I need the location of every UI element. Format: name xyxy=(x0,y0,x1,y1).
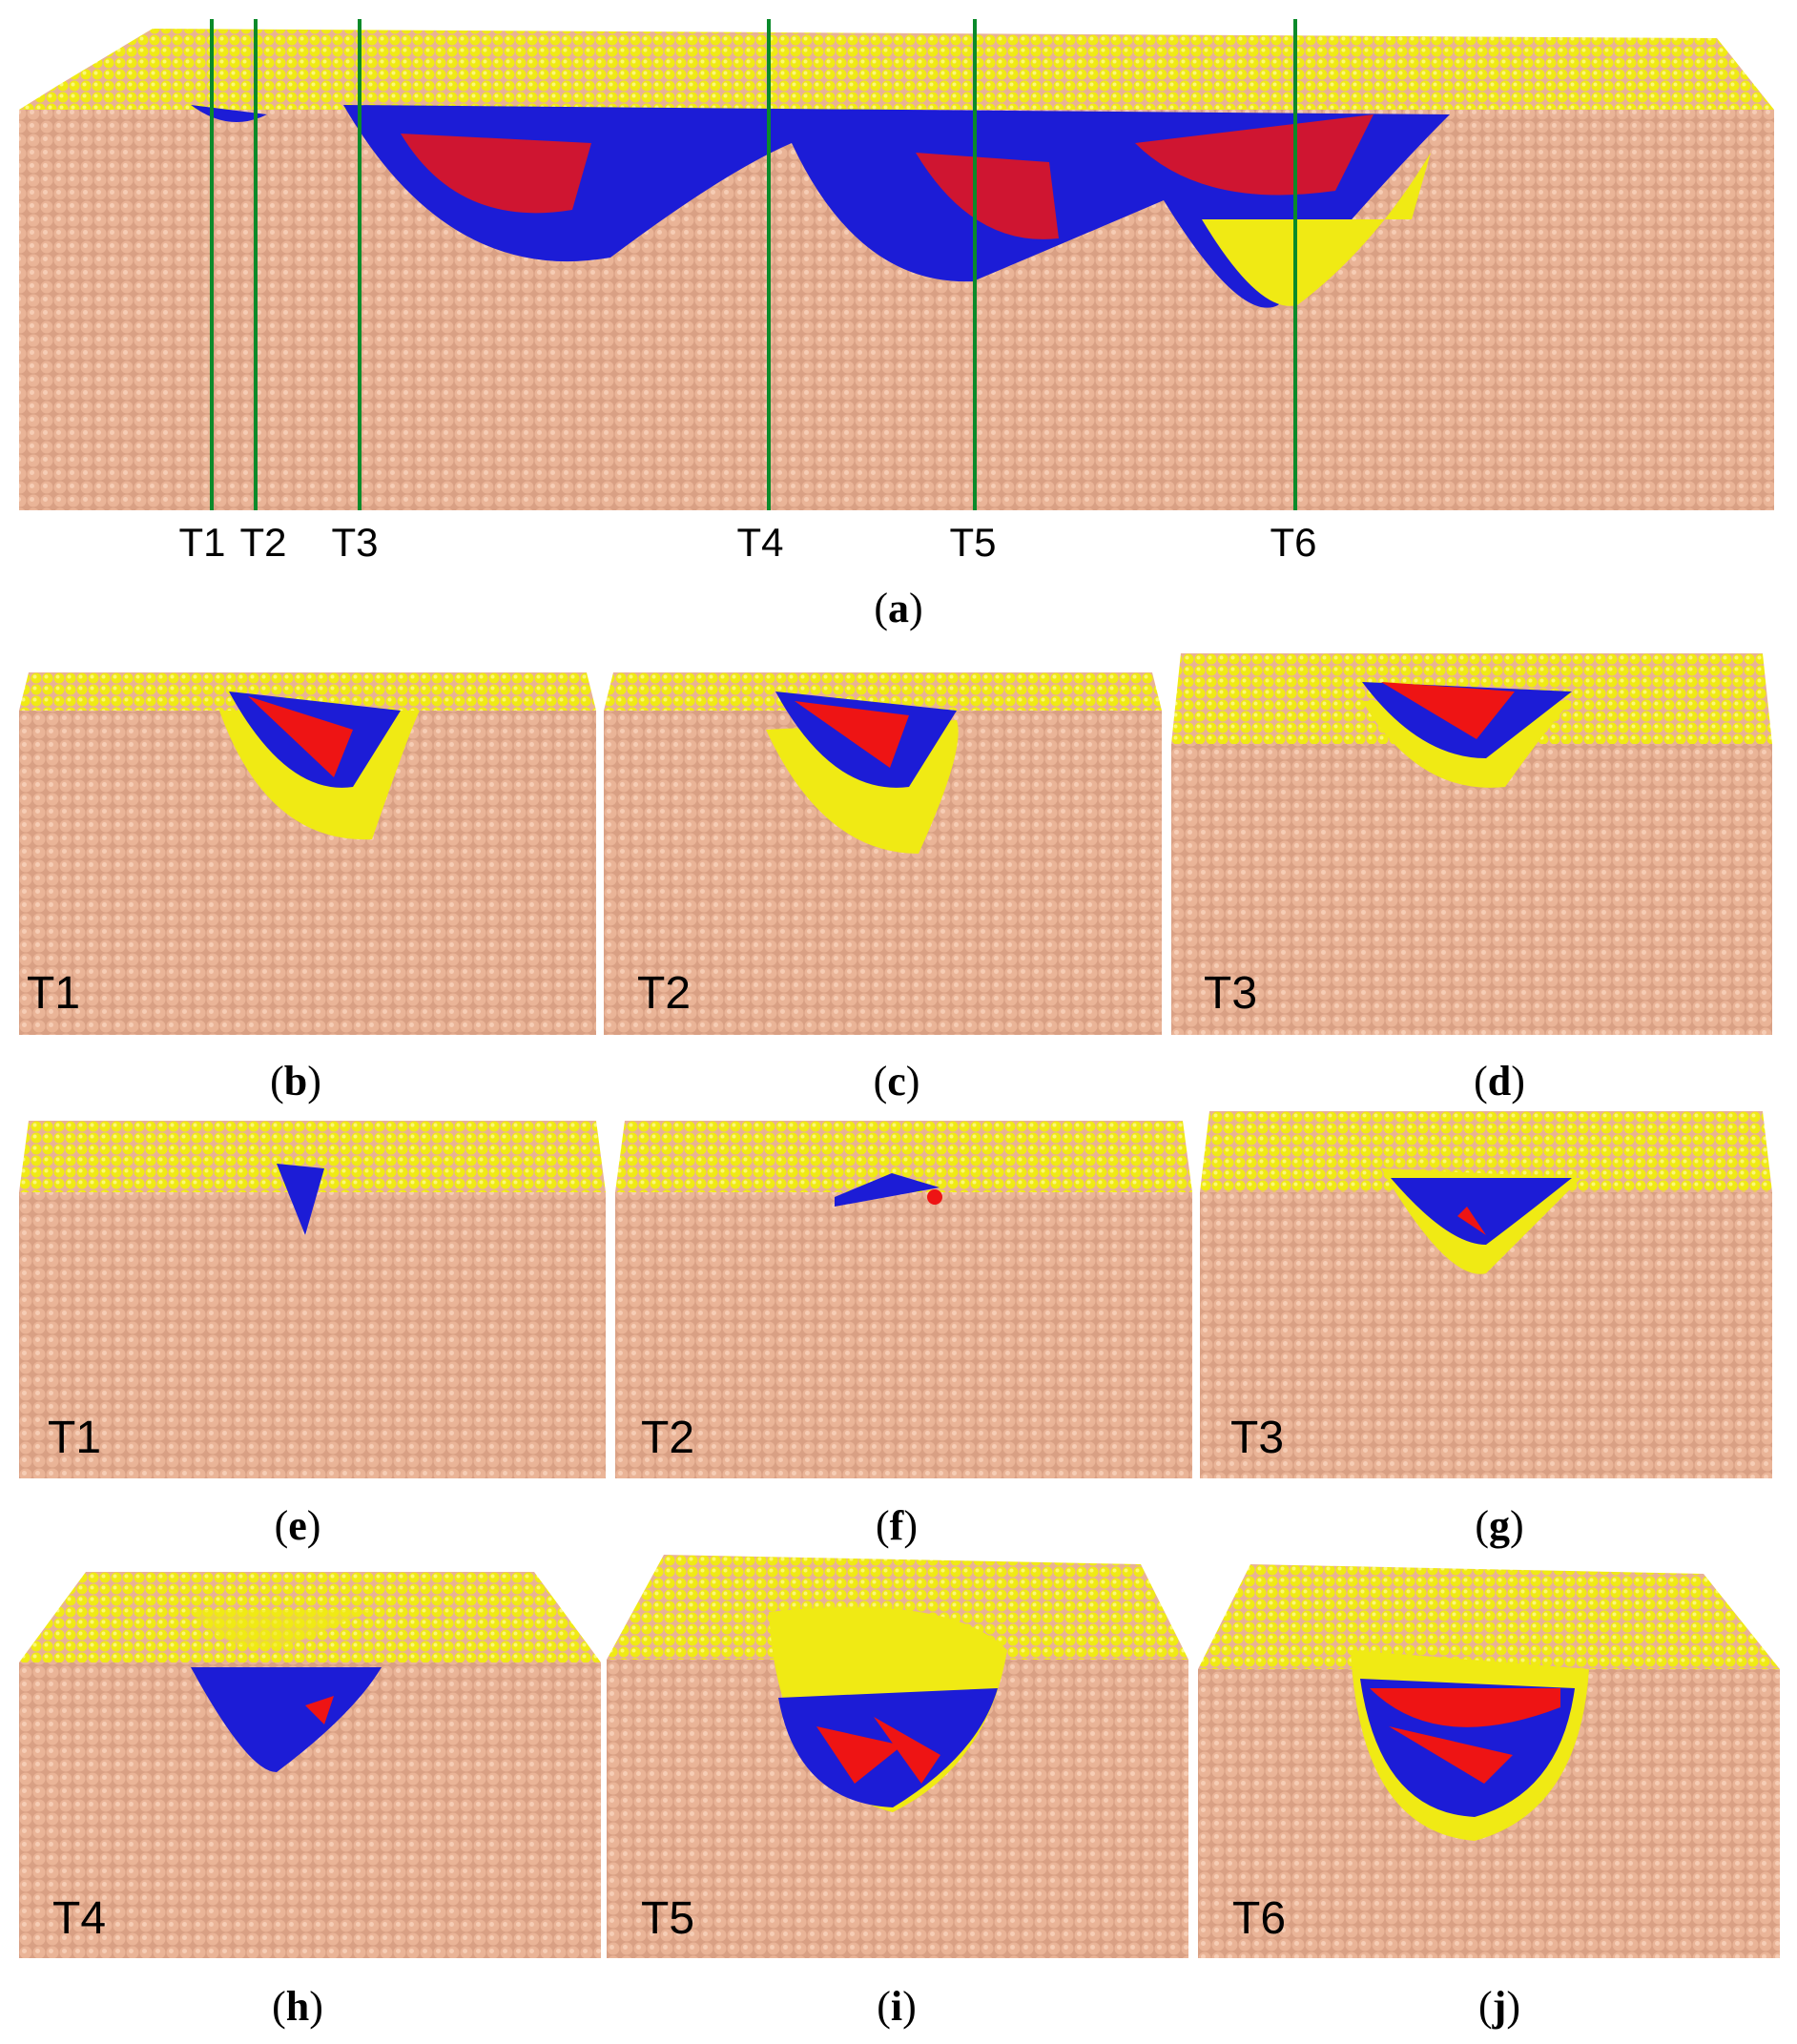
caption-a: (a) xyxy=(874,585,923,631)
caption-b: (b) xyxy=(270,1058,321,1105)
panel-f-image xyxy=(615,1121,1192,1478)
caption-h: (h) xyxy=(272,1983,323,2030)
section-label-T4: T4 xyxy=(736,520,784,565)
panel-e-image xyxy=(19,1121,606,1478)
inset-label-f: T2 xyxy=(641,1413,695,1463)
caption-f: (f) xyxy=(876,1502,918,1549)
inset-label-e: T1 xyxy=(48,1413,102,1463)
caption-i: (i) xyxy=(877,1983,917,2030)
caption-j: (j) xyxy=(1478,1983,1520,2030)
inset-label-j: T6 xyxy=(1232,1893,1287,1944)
panel-b-image xyxy=(19,672,596,1035)
section-label-T2: T2 xyxy=(239,520,287,565)
panel-a-image xyxy=(19,19,1774,510)
section-label-T5: T5 xyxy=(949,520,997,565)
caption-g: (g) xyxy=(1475,1502,1524,1549)
caption-c: (c) xyxy=(873,1058,920,1105)
caption-e: (e) xyxy=(274,1502,321,1549)
panel-h-image xyxy=(19,1572,601,1958)
section-label-T6: T6 xyxy=(1270,520,1317,565)
inset-label-b: T1 xyxy=(27,968,81,1019)
inset-label-h: T4 xyxy=(52,1893,107,1944)
caption-d: (d) xyxy=(1474,1058,1525,1105)
panel-d-image xyxy=(1171,653,1772,1035)
inset-label-c: T2 xyxy=(637,968,692,1019)
panel-j-image xyxy=(1198,1564,1780,1958)
panel-g-image xyxy=(1200,1111,1772,1478)
inset-label-g: T3 xyxy=(1230,1413,1285,1463)
damage-region-a xyxy=(191,105,1450,308)
inset-label-i: T5 xyxy=(641,1893,695,1944)
section-label-T1: T1 xyxy=(178,520,226,565)
panel-i-image xyxy=(607,1555,1188,1958)
section-label-T3: T3 xyxy=(331,520,379,565)
inset-label-d: T3 xyxy=(1204,968,1258,1019)
panel-c-image xyxy=(604,672,1162,1035)
